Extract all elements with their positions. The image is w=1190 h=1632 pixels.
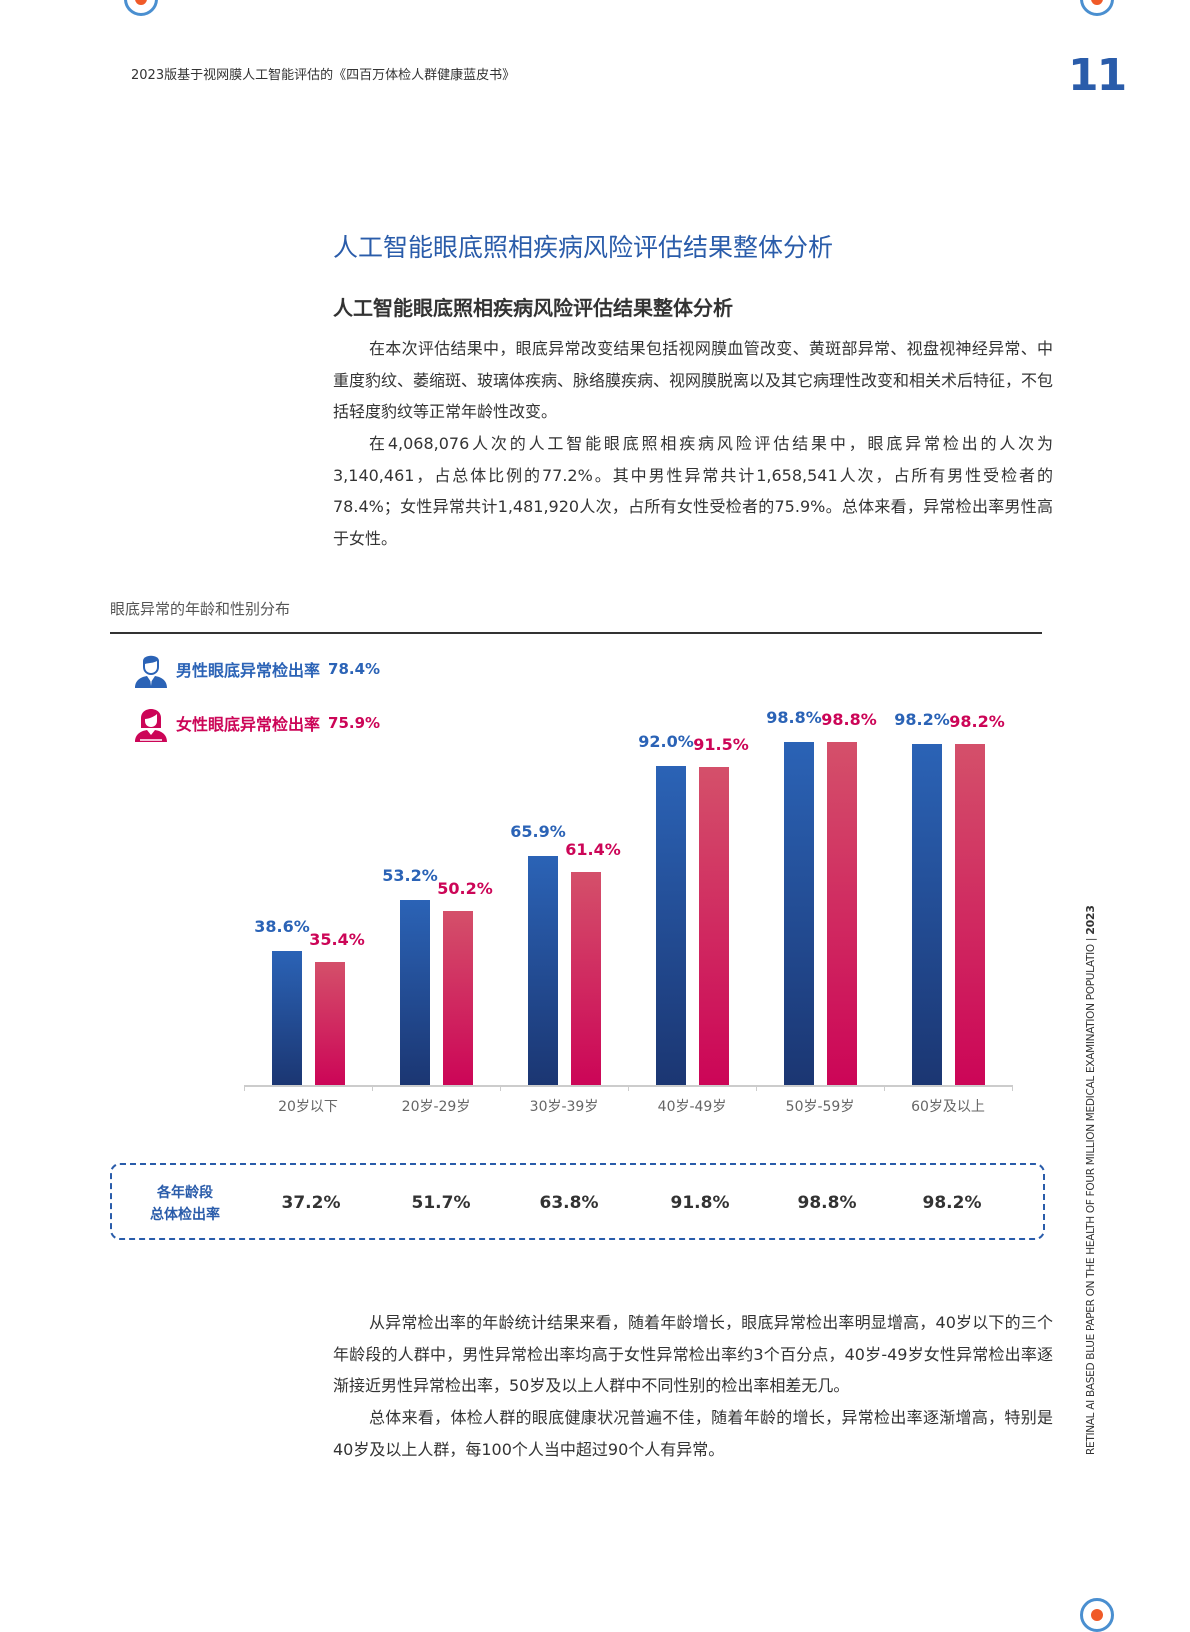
data-label-female: 35.4% — [309, 930, 365, 950]
decorative-ring-icon — [1080, 1598, 1114, 1632]
axis-tick — [884, 1085, 885, 1091]
side-running-text: RETINAL AI BASED BLUE PAPER ON THE HEALT… — [1084, 905, 1097, 1455]
summary-box — [110, 1163, 1045, 1240]
female-user-icon — [135, 709, 167, 742]
x-tick-label: 30岁-39岁 — [529, 1099, 599, 1115]
legend-female-value: 75.9% — [328, 714, 381, 732]
data-label-female: 91.5% — [693, 735, 749, 755]
paragraph: 从异常检出率的年龄统计结果来看，随着年龄增长，眼底异常检出率明显增高，40岁以下… — [333, 1313, 1053, 1395]
bar-female — [443, 910, 473, 1085]
legend-male-value: 78.4% — [328, 660, 381, 678]
axis-tick — [1012, 1085, 1013, 1091]
legend-female: 女性眼底异常检出率 75.9% — [134, 704, 380, 742]
data-label-female: 98.8% — [821, 710, 877, 730]
summary-label: 各年龄段 总体检出率 — [140, 1182, 230, 1226]
chart-title: 眼底异常的年龄和性别分布 — [110, 600, 291, 618]
data-label-female: 98.2% — [949, 712, 1005, 732]
axis-tick — [244, 1085, 245, 1091]
x-tick-label: 50岁-59岁 — [785, 1099, 855, 1115]
bar-male — [912, 744, 942, 1085]
data-label-female: 50.2% — [437, 878, 493, 898]
x-tick-label: 20岁-29岁 — [401, 1099, 471, 1115]
x-tick-label: 60岁及以上 — [911, 1099, 985, 1115]
decorative-ring-icon — [124, 0, 158, 16]
summary-label-line1: 各年龄段 — [157, 1185, 213, 1201]
male-user-icon — [135, 655, 167, 688]
page-number: 11 — [1068, 50, 1127, 101]
bar-female — [315, 962, 345, 1085]
summary-value: 98.2% — [922, 1193, 982, 1213]
data-label-male: 92.0% — [638, 731, 694, 751]
summary-value: 51.7% — [411, 1193, 471, 1213]
summary-value: 91.8% — [670, 1193, 730, 1213]
paragraph: 总体来看，体检人群的眼底健康状况普遍不佳，随着年龄的增长，异常检出率逐渐增高，特… — [333, 1408, 1053, 1459]
data-label-female: 61.4% — [565, 839, 621, 859]
data-label-male: 65.9% — [510, 822, 566, 842]
side-english-text: RETINAL AI BASED BLUE PAPER ON THE HEALT… — [1085, 944, 1097, 1455]
side-year: 2023 — [1084, 905, 1097, 935]
summary-value: 63.8% — [539, 1193, 599, 1213]
bar-female — [827, 742, 857, 1085]
bar-male — [528, 856, 558, 1085]
subsection-title: 人工智能眼底照相疾病风险评估结果整体分析 — [333, 296, 733, 320]
x-tick-label: 40岁-49岁 — [657, 1099, 727, 1115]
paragraph: 在本次评估结果中，眼底异常改变结果包括视网膜血管改变、黄斑部异常、视盘视神经异常… — [333, 339, 1054, 421]
bar-male — [784, 742, 814, 1085]
section-title: 人工智能眼底照相疾病风险评估结果整体分析 — [333, 233, 834, 262]
summary-value: 37.2% — [281, 1193, 341, 1213]
bar-male — [400, 900, 430, 1085]
data-label-male: 98.8% — [766, 708, 822, 728]
x-tick-label: 20岁以下 — [278, 1099, 338, 1115]
axis-tick — [628, 1085, 629, 1091]
data-label-male: 53.2% — [382, 866, 438, 886]
decorative-ring-icon — [1080, 0, 1114, 16]
bar-female — [955, 744, 985, 1085]
axis-tick — [500, 1085, 501, 1091]
axis-tick — [372, 1085, 373, 1091]
legend-female-label: 女性眼底异常检出率 — [176, 715, 321, 734]
data-label-male: 98.2% — [894, 710, 950, 730]
divider — [110, 632, 1042, 634]
axis-tick — [756, 1085, 757, 1091]
legend-male: 男性眼底异常检出率 78.4% — [134, 650, 380, 688]
bar-female — [571, 871, 601, 1085]
paragraph: 在4,068,076人次的人工智能眼底照相疾病风险评估结果中，眼底异常检出的人次… — [333, 434, 1053, 548]
bar-female — [699, 767, 729, 1085]
bar-male — [656, 765, 686, 1085]
running-header: 2023版基于视网膜人工智能评估的《四百万体检人群健康蓝皮书》 — [131, 68, 516, 83]
bar-male — [272, 951, 302, 1085]
summary-label-line2: 总体检出率 — [150, 1207, 220, 1223]
data-label-male: 38.6% — [254, 917, 310, 937]
summary-value: 98.8% — [797, 1193, 857, 1213]
legend-male-label: 男性眼底异常检出率 — [176, 661, 321, 680]
